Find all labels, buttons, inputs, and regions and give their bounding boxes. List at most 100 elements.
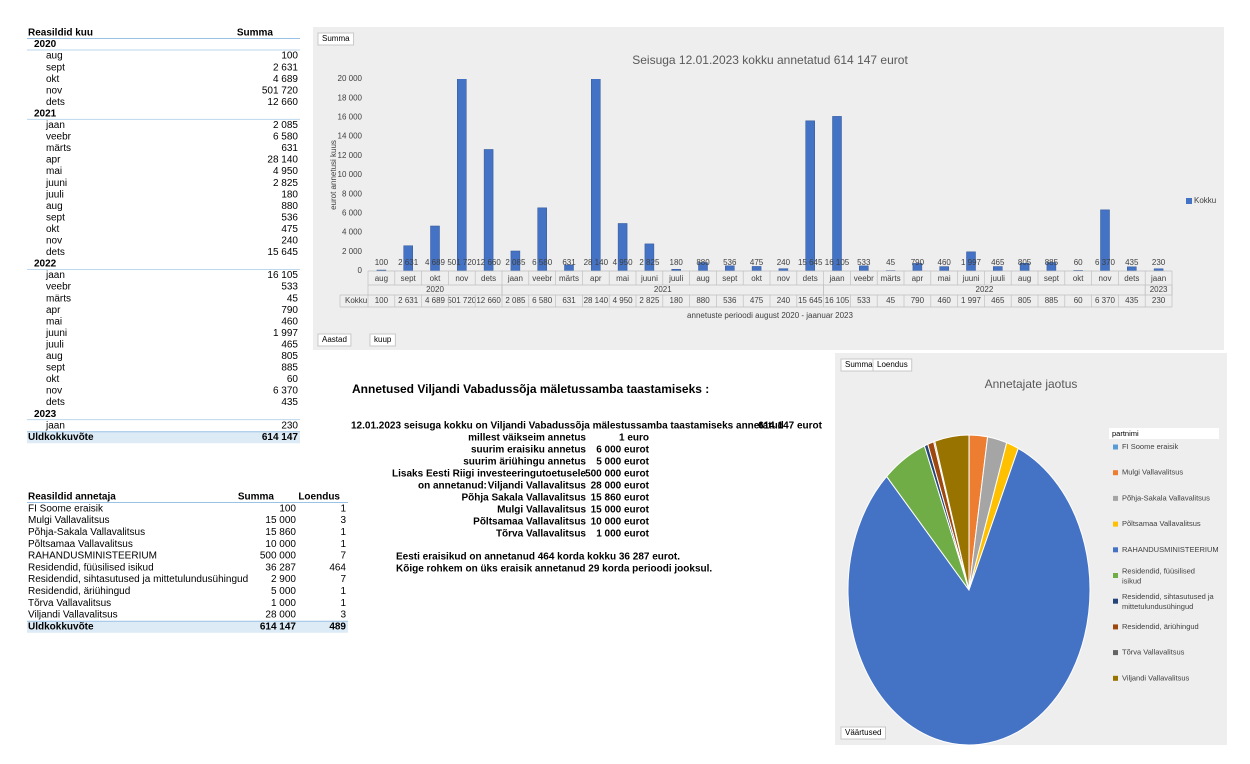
month-label: dets	[46, 397, 65, 408]
legend-label: Mulgi Vallavalitsus	[1122, 468, 1183, 477]
data-label: 533	[857, 258, 871, 267]
donor-name: Residendid, äriühingud	[28, 586, 130, 597]
data-table-value: 16 105	[825, 296, 850, 305]
table-header: Summa	[237, 28, 274, 39]
legend-title-box[interactable]	[1109, 428, 1219, 439]
y-tick-label: 4 000	[342, 228, 363, 237]
table-header: Reasildid annetaja	[28, 492, 116, 503]
x-tick-label: mai	[616, 274, 629, 283]
data-table-value: 805	[1018, 296, 1032, 305]
data-label: 2 085	[505, 258, 526, 267]
month-label: apr	[46, 155, 61, 166]
data-table-value: 60	[1074, 296, 1083, 305]
data-label: 465	[991, 258, 1005, 267]
month-value: 880	[281, 201, 298, 212]
data-table-value: 6 370	[1095, 296, 1116, 305]
legend-swatch	[1113, 495, 1118, 501]
month-label: juuli	[45, 189, 64, 200]
legend-swatch	[1113, 444, 1118, 450]
donor-sum: 2 900	[271, 574, 296, 585]
legend-label: Põltsamaa Vallavalitsus	[1122, 519, 1201, 528]
x-tick-label: apr	[912, 274, 924, 283]
bar	[859, 265, 869, 271]
data-table-value: 880	[696, 296, 710, 305]
data-label: 1 997	[961, 258, 982, 267]
donor-count: 1	[340, 598, 346, 609]
data-label: 6 580	[532, 258, 553, 267]
value-field-button: Summa	[322, 34, 350, 43]
x-tick-label: märts	[559, 274, 579, 283]
y-tick-label: 16 000	[338, 113, 363, 122]
donor-name: FI Soome eraisik	[28, 503, 104, 514]
value-field-button-box[interactable]	[872, 358, 913, 372]
bar	[832, 116, 842, 271]
x-group-label: 2020	[426, 285, 444, 294]
x-tick-label: nov	[777, 274, 790, 283]
x-tick-label: veebr	[854, 274, 874, 283]
data-table-value: 6 580	[532, 296, 553, 305]
month-label: jaan	[45, 270, 65, 281]
data-label: 45	[886, 258, 895, 267]
donor-count: 3	[340, 515, 346, 526]
data-label: 12 660	[476, 258, 501, 267]
month-label: aug	[46, 201, 63, 212]
summary-prefix: on annetanud:	[418, 481, 487, 492]
bar	[805, 120, 815, 271]
month-value: 805	[281, 351, 298, 362]
summary-value: 15 860 eurot	[591, 493, 650, 504]
y-axis-title: eurot annetusi kuus	[329, 140, 338, 210]
y-tick-label: 0	[358, 266, 363, 275]
bar	[751, 266, 762, 271]
data-table-value: 885	[1045, 296, 1059, 305]
month-value: 180	[281, 189, 298, 200]
x-tick-label: okt	[430, 274, 441, 283]
x-tick-label: okt	[751, 274, 762, 283]
total-sum: 614 147	[260, 621, 297, 632]
data-label: 885	[1045, 258, 1059, 267]
month-label: mai	[46, 316, 62, 327]
legend-label: RAHANDUSMINISTEERIUM	[1122, 545, 1219, 554]
month-label: okt	[46, 74, 60, 85]
month-label: nov	[46, 85, 62, 96]
total-label: Uldkokkuvõte	[28, 432, 94, 443]
donor-count: 7	[340, 551, 346, 562]
data-table-value: 4 689	[425, 296, 446, 305]
month-value: 460	[281, 316, 298, 327]
summary-label: Tõrva Vallavalitsus	[496, 529, 586, 540]
data-table-value: 475	[750, 296, 764, 305]
month-label: juuni	[45, 178, 67, 189]
legend-label: Residendid, füüsilised isikud	[1122, 566, 1195, 585]
legend-swatch	[1113, 598, 1118, 604]
month-value: 6 580	[273, 132, 298, 143]
bar	[564, 264, 574, 271]
year-row: 2020	[34, 39, 57, 50]
donor-sum: 15 000	[265, 515, 296, 526]
x-tick-label: juuni	[962, 274, 980, 283]
value-field-button-box[interactable]	[317, 32, 355, 46]
donor-count: 7	[340, 574, 346, 585]
x-tick-label: nov	[1099, 274, 1112, 283]
x-tick-label: dets	[1124, 274, 1139, 283]
data-label: 15 645	[798, 258, 823, 267]
x-tick-label: sept	[722, 274, 738, 283]
month-label: dets	[46, 247, 65, 258]
data-label: 790	[911, 258, 925, 267]
bar	[537, 207, 547, 271]
data-label: 230	[1152, 258, 1166, 267]
bar	[403, 245, 413, 271]
axis-field-button-box[interactable]	[317, 333, 352, 347]
month-value: 790	[281, 305, 298, 316]
donor-count: 1	[340, 539, 346, 550]
month-value: 6 370	[273, 386, 298, 397]
values-button-box[interactable]	[840, 726, 886, 740]
legend-title: partnimi	[1112, 429, 1139, 438]
summary-value: 5 000 eurot	[596, 457, 649, 468]
x-tick-label: sept	[401, 274, 417, 283]
data-label: 100	[375, 258, 389, 267]
month-value: 60	[287, 374, 299, 385]
month-label: aug	[46, 351, 63, 362]
axis-field-button-box[interactable]	[369, 333, 396, 347]
legend-swatch	[1113, 573, 1118, 578]
month-value: 45	[287, 293, 299, 304]
month-value: 4 950	[273, 166, 298, 177]
